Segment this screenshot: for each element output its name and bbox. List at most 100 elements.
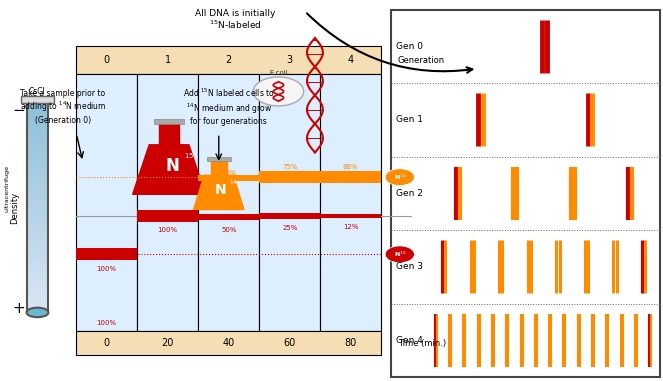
Bar (27, 181, 48, 184)
Bar (159, 124, 179, 145)
Text: $^{15}$N-labeled: $^{15}$N-labeled (209, 19, 262, 31)
Bar (27, 115, 48, 118)
Bar (27, 152, 48, 155)
Bar (27, 204, 48, 208)
Bar (27, 285, 48, 289)
Text: Gen 0: Gen 0 (396, 42, 423, 51)
Bar (320, 214, 381, 218)
Bar (27, 262, 48, 265)
Text: 40: 40 (223, 338, 235, 348)
Bar (27, 254, 48, 258)
Bar (198, 214, 259, 220)
Text: 2: 2 (225, 55, 232, 65)
Text: CsCl: CsCl (29, 87, 46, 96)
Bar (27, 299, 48, 302)
Bar (27, 272, 48, 276)
Bar (27, 306, 48, 310)
Text: N: N (215, 183, 227, 197)
Bar (27, 173, 48, 176)
Text: Gen 4: Gen 4 (396, 336, 423, 345)
Text: Time (min.): Time (min.) (398, 339, 446, 348)
Bar (137, 74, 198, 331)
Bar (27, 196, 48, 200)
Bar (27, 157, 48, 160)
Bar (27, 249, 48, 252)
Bar (27, 220, 48, 223)
Bar (27, 102, 48, 106)
Bar (27, 186, 48, 189)
Polygon shape (133, 145, 206, 194)
Bar (27, 165, 48, 168)
Text: 20: 20 (162, 338, 174, 348)
Ellipse shape (27, 308, 48, 317)
Bar (27, 160, 48, 163)
Text: Take a sample prior to
adding to $^{14}$N medium
(Generation 0): Take a sample prior to adding to $^{14}$… (20, 89, 106, 125)
Bar (27, 183, 48, 187)
Text: N$^{15}$: N$^{15}$ (394, 250, 406, 259)
Text: 100%: 100% (97, 320, 117, 326)
Bar (27, 309, 48, 312)
Circle shape (385, 246, 414, 263)
Bar (259, 74, 320, 331)
Bar (27, 103, 48, 312)
Bar (27, 178, 48, 181)
Bar (76, 74, 137, 331)
Text: 80: 80 (345, 338, 357, 348)
Bar (27, 123, 48, 126)
Polygon shape (129, 210, 322, 219)
Text: 100%: 100% (97, 266, 117, 272)
Bar (76, 248, 137, 261)
Text: N$^{14}$: N$^{14}$ (394, 173, 406, 182)
Bar (27, 278, 48, 281)
Bar (211, 161, 227, 175)
Bar (27, 257, 48, 260)
Text: ultracentrifuge: ultracentrifuge (4, 165, 9, 212)
Circle shape (253, 77, 304, 106)
Bar (27, 120, 48, 124)
Text: 60: 60 (284, 338, 296, 348)
Bar (27, 168, 48, 171)
Text: 0: 0 (103, 55, 110, 65)
Bar (27, 141, 48, 145)
Bar (27, 191, 48, 195)
Bar (27, 215, 48, 218)
Bar (27, 251, 48, 255)
Bar (27, 118, 48, 121)
Bar (27, 275, 48, 279)
Bar (27, 170, 48, 174)
Bar (27, 264, 48, 268)
Bar (27, 189, 48, 192)
Text: 25%: 25% (282, 225, 298, 231)
Bar (27, 107, 48, 111)
Text: N: N (166, 157, 179, 175)
Polygon shape (194, 175, 244, 210)
Text: 75%: 75% (282, 164, 298, 170)
Bar (27, 239, 48, 242)
Bar (27, 147, 48, 150)
Bar (27, 144, 48, 147)
Text: 88%: 88% (343, 164, 359, 170)
Text: 50%: 50% (221, 227, 237, 233)
Bar (320, 171, 381, 183)
Bar (27, 296, 48, 299)
Bar (198, 175, 259, 181)
Bar (27, 283, 48, 286)
Text: 1: 1 (164, 55, 171, 65)
Text: E.coli: E.coli (269, 70, 288, 76)
Bar (27, 126, 48, 129)
Bar (27, 113, 48, 116)
Bar (27, 288, 48, 291)
Text: +: + (12, 301, 25, 316)
Text: 100%: 100% (158, 227, 178, 233)
Bar (27, 243, 48, 247)
Bar (27, 267, 48, 271)
Text: Gen 1: Gen 1 (396, 115, 423, 124)
Text: 50%: 50% (221, 170, 237, 176)
Text: −: − (12, 103, 25, 118)
Bar (27, 210, 48, 213)
Bar (27, 194, 48, 197)
Text: $^{14}$: $^{14}$ (229, 179, 238, 188)
Bar (27, 228, 48, 231)
Bar (154, 119, 184, 124)
Bar (27, 291, 48, 294)
